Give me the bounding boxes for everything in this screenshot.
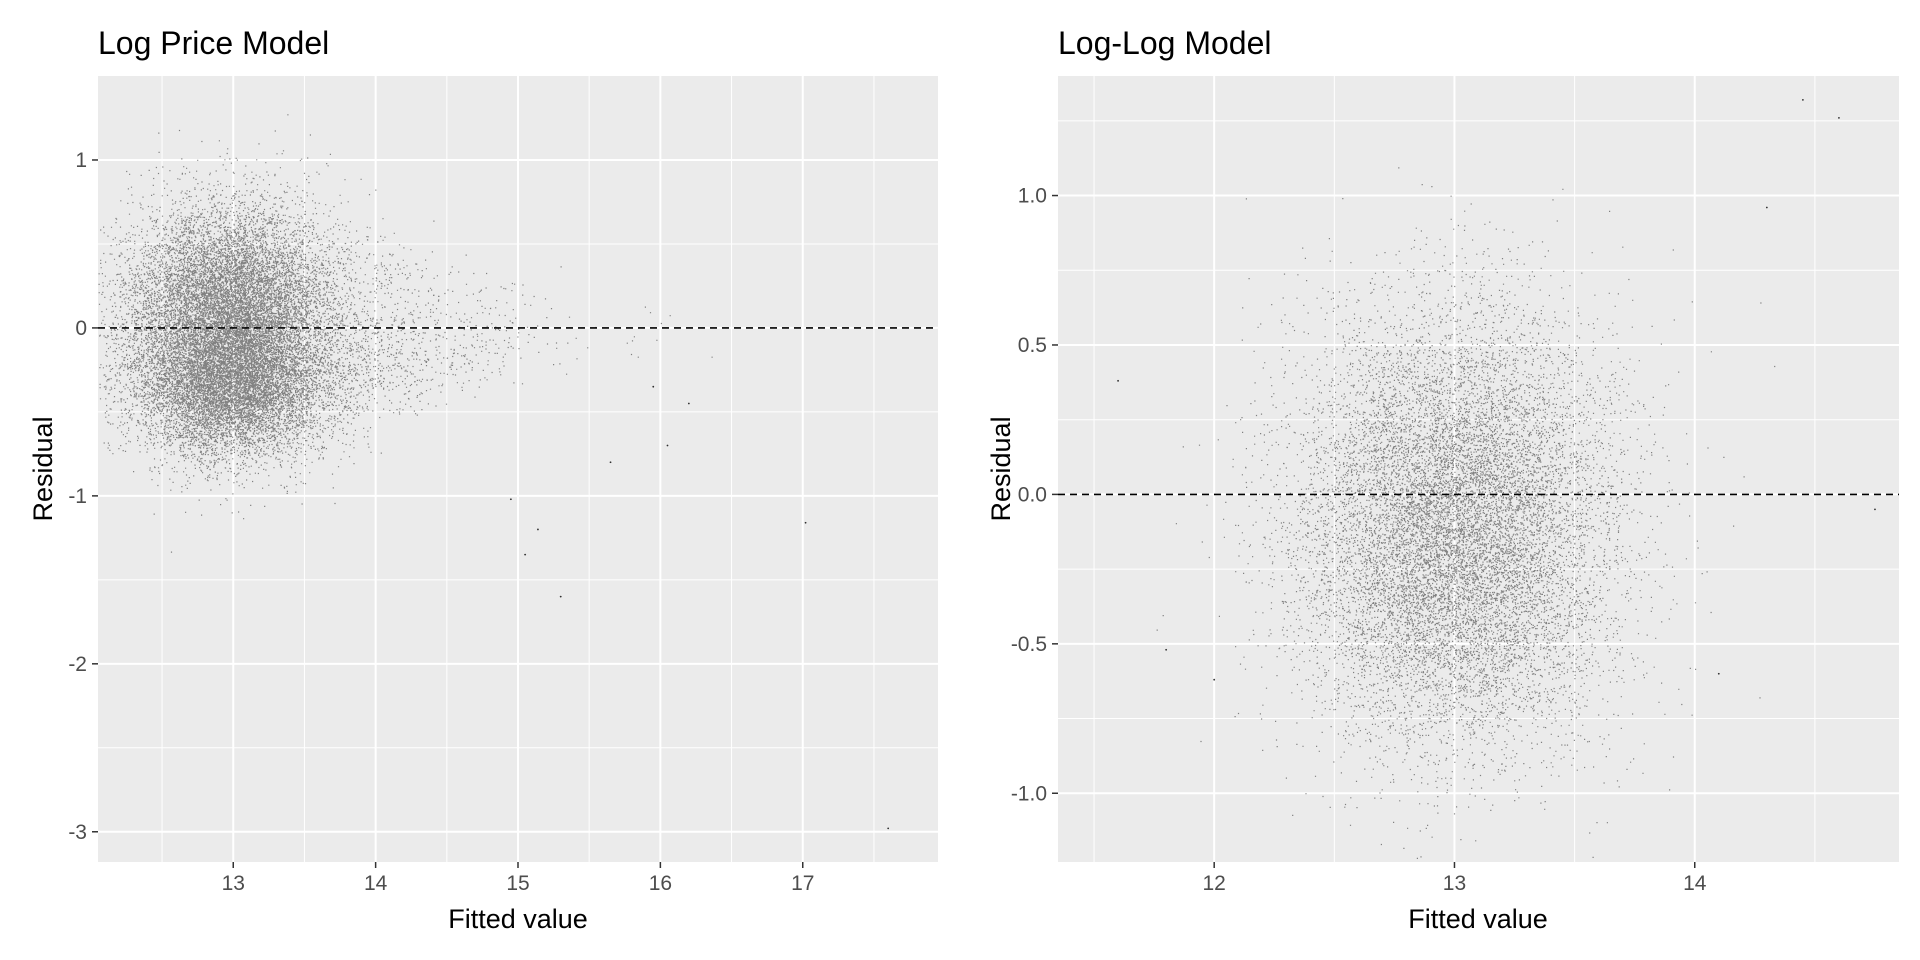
y-tick-label: 1.0 [1018, 185, 1047, 208]
y-tick-label: -2 [68, 653, 87, 676]
y-tick-label: 0 [75, 317, 87, 340]
outlier-point [1838, 116, 1840, 119]
y-tick-label: -1 [68, 485, 87, 508]
outlier-point [687, 402, 690, 405]
outlier-point [509, 498, 512, 501]
y-tick-label: 0.5 [1018, 334, 1047, 357]
outlier-point [1717, 672, 1720, 675]
x-tick-label: 13 [1443, 872, 1466, 895]
x-tick-label: 15 [506, 872, 529, 895]
x-tick-label: 17 [791, 872, 814, 895]
outlier-point [559, 595, 562, 598]
y-axis-title: Residual [28, 416, 58, 521]
x-tick-label: 12 [1203, 872, 1226, 895]
x-axis-ticks: 13 14 15 16 17 [222, 862, 814, 895]
outlier-point [804, 521, 807, 524]
y-axis-ticks: -3 -2 -1 0 1 [68, 149, 98, 844]
scatter-points [98, 114, 890, 830]
chart-title: Log-Log Model [1058, 25, 1271, 61]
x-tick-label: 16 [649, 872, 672, 895]
x-tick-label: 13 [222, 872, 245, 895]
outlier-point [666, 444, 669, 447]
outlier-point [1874, 508, 1876, 511]
x-axis-title: Fitted value [1408, 904, 1548, 934]
outlier-point [652, 385, 655, 388]
outlier-point [537, 528, 539, 531]
x-axis-ticks: 12 13 14 [1203, 862, 1707, 895]
outlier-point [1765, 206, 1768, 209]
log-price-model-plot: Log Price Model 13 14 15 16 17 -3 -2 -1 0 1 Fitt… [28, 25, 938, 934]
outlier-point [609, 461, 612, 464]
scatter-points [1117, 99, 1876, 860]
chart-title: Log Price Model [98, 25, 329, 61]
outlier-point [887, 827, 890, 830]
log-log-model-plot: Log-Log Model 12 13 14 -1.0 -0.5 0.0 0.5 1.0 F… [986, 25, 1899, 934]
plot-panel [1058, 76, 1899, 862]
x-axis-title: Fitted value [448, 904, 588, 934]
x-tick-label: 14 [364, 872, 388, 895]
y-tick-label: -0.5 [1011, 633, 1047, 656]
y-tick-label: 0.0 [1018, 483, 1047, 506]
y-axis-title: Residual [986, 416, 1016, 521]
y-tick-label: -1.0 [1011, 782, 1047, 805]
x-tick-label: 14 [1683, 872, 1707, 895]
outlier-point [1165, 648, 1168, 651]
y-tick-label: 1 [75, 149, 87, 172]
y-tick-label: -3 [68, 821, 87, 844]
outlier-point [1801, 99, 1804, 101]
outlier-point [524, 553, 527, 556]
outlier-point [1117, 379, 1119, 382]
y-axis-ticks: -1.0 -0.5 0.0 0.5 1.0 [1011, 185, 1058, 805]
outlier-point [1213, 678, 1216, 681]
